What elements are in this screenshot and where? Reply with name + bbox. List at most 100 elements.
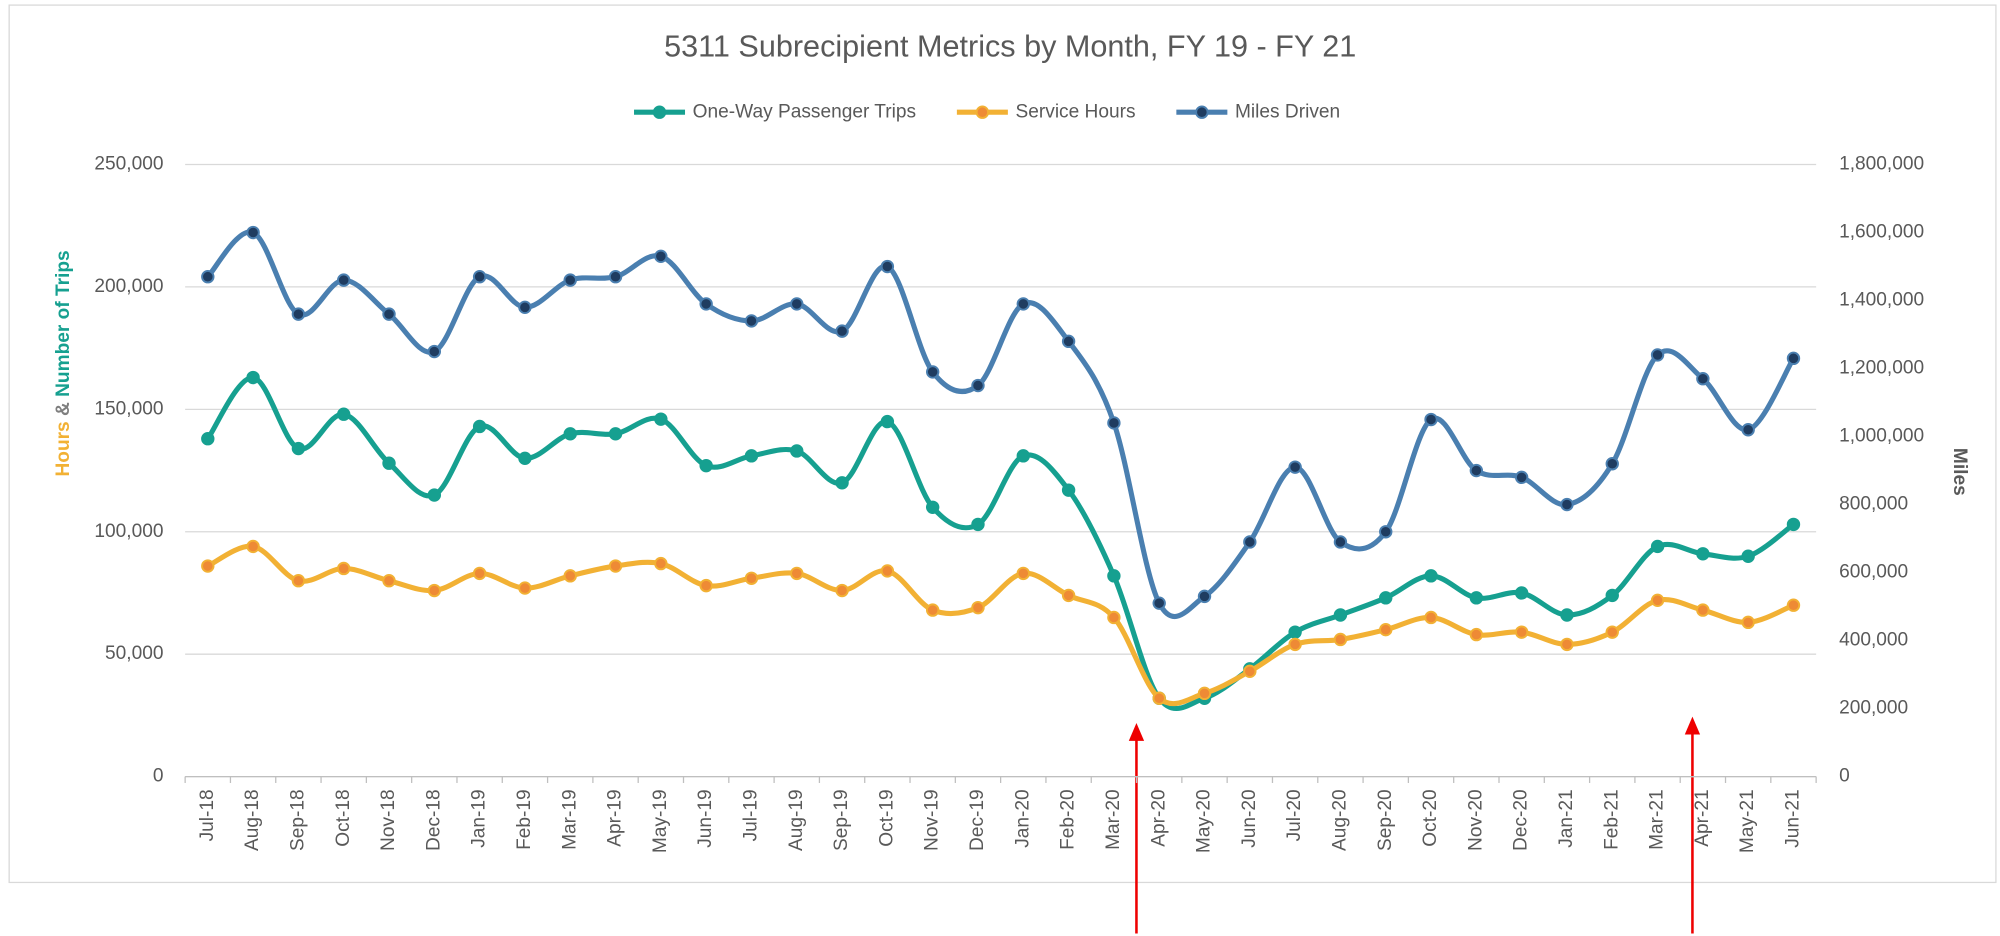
y2-tick-label: 1,000,000 (1839, 426, 1924, 447)
y2-tick-label: 200,000 (1839, 698, 1908, 719)
x-tick-label: Jul-18 (197, 789, 218, 841)
y-tick-label: 50,000 (105, 643, 163, 664)
legend-marker (652, 105, 667, 119)
point (518, 300, 532, 315)
point (1560, 497, 1574, 512)
point (744, 571, 759, 585)
point (1197, 686, 1212, 701)
point (971, 517, 985, 532)
point (1107, 610, 1121, 625)
point (518, 451, 532, 466)
point (246, 370, 260, 385)
point (1741, 615, 1755, 630)
point (1107, 569, 1121, 583)
x-tick-label: Mar-20 (1103, 789, 1124, 850)
y2-tick-label: 400,000 (1839, 630, 1908, 651)
point (1650, 348, 1665, 362)
y-tick-label: 250,000 (94, 154, 163, 175)
y-label-part: Hours (53, 421, 74, 476)
point (1696, 547, 1710, 561)
point (563, 273, 577, 287)
x-tick-label: May-19 (650, 789, 671, 853)
point (1424, 569, 1438, 583)
point (971, 600, 985, 615)
point (1016, 566, 1030, 581)
x-tick-label: Apr-19 (605, 789, 626, 846)
x-tick-label: Sep-20 (1375, 789, 1396, 851)
point (427, 583, 442, 598)
point (1469, 463, 1484, 478)
point (201, 432, 215, 446)
legend-label: Miles Driven (1235, 101, 1340, 122)
point (1469, 627, 1484, 642)
chart-frame (8, 4, 1997, 884)
point (518, 581, 532, 595)
x-tick-label: Jun-19 (695, 789, 716, 847)
point (1696, 372, 1710, 386)
point (1333, 632, 1348, 647)
point (382, 456, 396, 470)
point (1469, 591, 1484, 605)
point (1152, 596, 1166, 610)
point (790, 444, 804, 458)
y2-tick-label: 1,600,000 (1839, 222, 1924, 243)
point (699, 578, 713, 593)
point (1288, 460, 1302, 474)
point (1061, 588, 1076, 603)
point (472, 419, 487, 434)
point (246, 539, 260, 554)
point (925, 603, 940, 617)
x-tick-label: Dec-18 (423, 789, 444, 851)
point (291, 441, 306, 456)
point (1379, 591, 1393, 605)
point (1379, 623, 1393, 637)
y-label-part: & (53, 402, 74, 416)
x-tick-label: Dec-20 (1511, 789, 1532, 851)
point (880, 564, 895, 578)
point (1016, 449, 1030, 463)
point (1107, 416, 1121, 430)
x-tick-label: Jan-19 (469, 789, 490, 847)
x-tick-label: Nov-19 (922, 789, 943, 851)
point (699, 458, 713, 473)
point (654, 556, 668, 571)
y2-tick-label: 600,000 (1839, 562, 1908, 583)
point (1288, 625, 1302, 639)
x-tick-label: May-21 (1737, 789, 1758, 853)
y-tick-label: 0 (153, 766, 164, 787)
x-tick-label: Jul-20 (1284, 789, 1305, 841)
point (925, 500, 940, 514)
annotation-arrows (1128, 716, 1701, 934)
x-tick-label: Feb-20 (1058, 789, 1079, 850)
point (1650, 593, 1665, 608)
point (1560, 637, 1574, 652)
point (1379, 525, 1393, 539)
point (563, 569, 577, 583)
legend: One-Way Passenger Trips Service Hours Mile… (634, 101, 1340, 122)
point (1514, 470, 1529, 485)
y2-tick-label: 800,000 (1839, 494, 1908, 515)
x-tick-label: Sep-19 (831, 789, 852, 851)
point (880, 259, 895, 274)
x-tick-label: Nov-20 (1465, 789, 1486, 851)
x-tick-label: Jan-21 (1556, 789, 1577, 847)
legend-marker (1195, 105, 1209, 119)
x-tick-label: Oct-19 (876, 789, 897, 846)
point (654, 412, 668, 426)
point (835, 476, 849, 490)
y2-axis-label: Miles (1949, 448, 1970, 496)
point (427, 488, 442, 502)
arrow-head (1684, 716, 1701, 735)
point (1016, 297, 1030, 311)
point (835, 583, 849, 598)
point (1605, 457, 1619, 471)
point (337, 273, 351, 287)
y-tick-label: 100,000 (94, 521, 163, 542)
x-tick-label: Jun-21 (1783, 789, 1804, 847)
point (382, 574, 396, 588)
x-tick-label: Jun-20 (1239, 789, 1260, 847)
x-tick-label: Apr-21 (1692, 789, 1713, 846)
point (1741, 423, 1755, 437)
y2-tick-label: 1,400,000 (1839, 290, 1924, 311)
